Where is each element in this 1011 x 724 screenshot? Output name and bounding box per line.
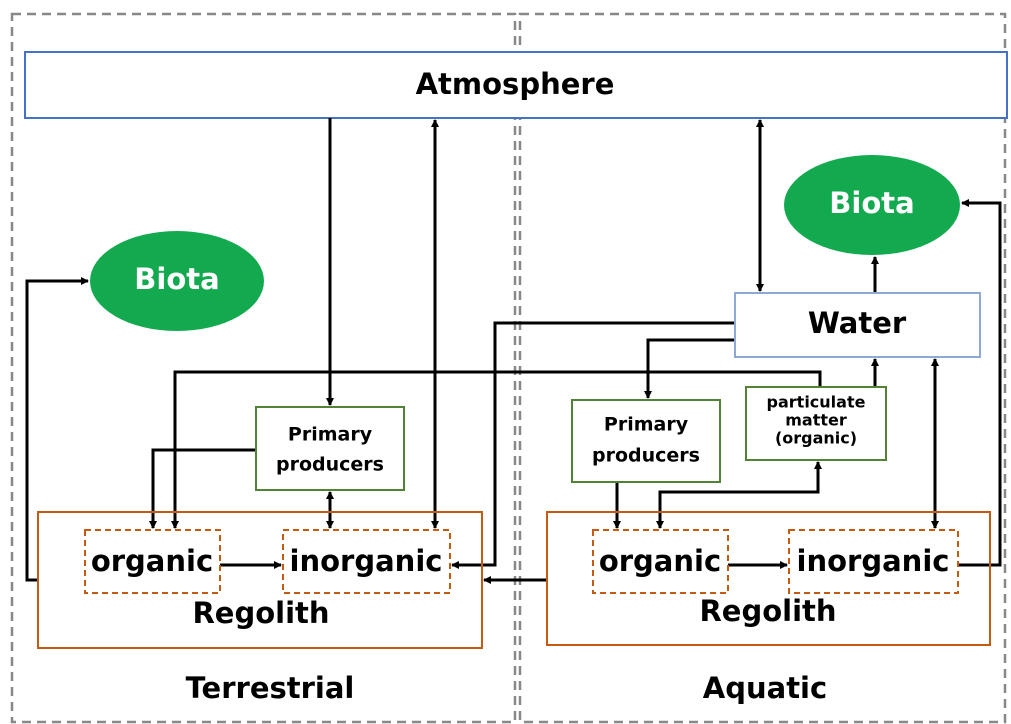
primary-producers-label: producers xyxy=(276,454,384,476)
biota-label: Biota xyxy=(134,262,219,296)
inorganic-label: inorganic xyxy=(290,544,443,578)
arrow xyxy=(25,277,89,582)
primary-producers-label: producers xyxy=(592,445,700,467)
water-box xyxy=(734,292,981,358)
primary-producers-label: Primary xyxy=(604,414,689,436)
arrow xyxy=(958,199,1002,567)
organic-label: organic xyxy=(91,544,213,578)
biota-node xyxy=(784,155,960,255)
inorganic-box xyxy=(282,529,451,594)
water-label: Water xyxy=(808,306,907,340)
aquatic-region xyxy=(518,12,1007,724)
regolith-label: Regolith xyxy=(192,596,329,630)
atmosphere-label: Atmosphere xyxy=(416,67,615,101)
region-label: Terrestrial xyxy=(186,671,355,705)
particulate-matter-box xyxy=(745,386,887,461)
particulate-matter-label: (organic) xyxy=(775,429,857,448)
particulate-matter-label: particulate xyxy=(767,393,866,412)
atmosphere-box xyxy=(24,51,1008,119)
arrow xyxy=(171,370,822,529)
organic-box xyxy=(592,529,729,594)
primary-producers-box xyxy=(255,406,405,491)
regolith-box xyxy=(37,511,483,649)
regolith-label: Regolith xyxy=(699,594,836,628)
arrows xyxy=(25,118,1002,584)
organic-label: organic xyxy=(599,544,721,578)
inorganic-box xyxy=(788,529,959,594)
inorganic-label: inorganic xyxy=(797,544,950,578)
particulate-matter-label: matter xyxy=(785,411,847,430)
arrow xyxy=(149,448,256,529)
arrow xyxy=(451,321,735,569)
primary-producers-box xyxy=(571,399,721,483)
regolith-box xyxy=(546,511,991,646)
organic-box xyxy=(84,529,221,594)
biota-label: Biota xyxy=(829,186,914,220)
arrow xyxy=(644,338,735,399)
biota-node xyxy=(90,231,264,331)
region-label: Aquatic xyxy=(703,671,827,705)
primary-producers-label: Primary xyxy=(288,424,373,446)
arrow xyxy=(656,461,822,529)
terrestrial-region xyxy=(10,12,517,724)
